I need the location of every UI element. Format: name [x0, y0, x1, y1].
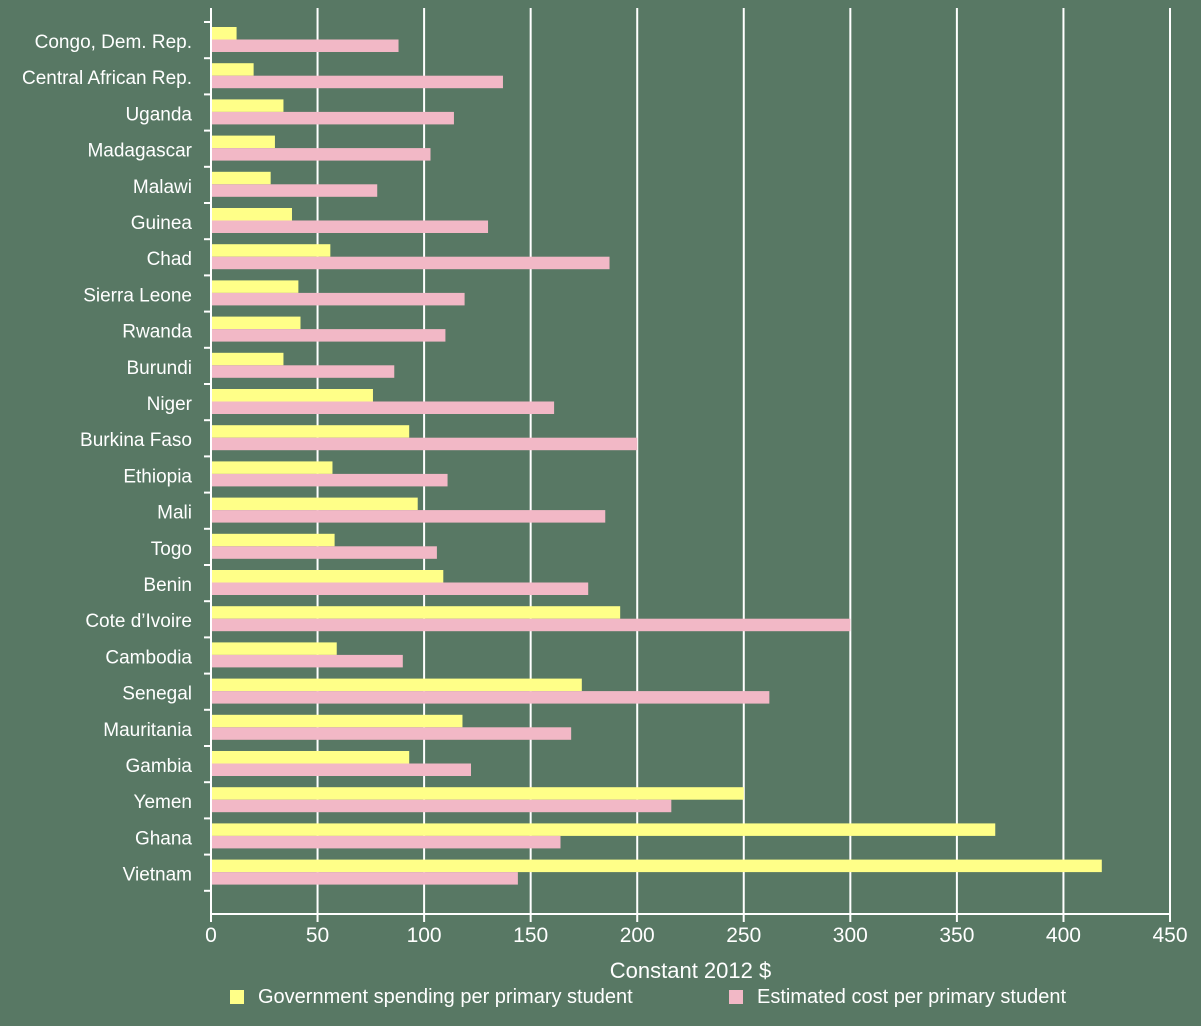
bar-estimated: [212, 329, 446, 342]
legend-swatch-government: [230, 990, 244, 1004]
bar-government: [212, 751, 410, 764]
bar-government: [212, 606, 621, 619]
x-tick-label: 450: [1152, 924, 1187, 947]
category-label: Guinea: [131, 213, 193, 234]
bars: [212, 27, 1102, 885]
category-label: Ghana: [135, 828, 192, 849]
bar-estimated: [212, 546, 437, 559]
x-axis-title: Constant 2012 $: [610, 958, 771, 983]
bar-government: [212, 533, 335, 547]
category-label: Ethiopia: [123, 466, 192, 487]
bar-government: [212, 570, 444, 583]
bar-estimated: [212, 654, 403, 668]
bar-estimated: [212, 75, 503, 89]
legend-label-estimated: Estimated cost per primary student: [757, 986, 1066, 1008]
bar-estimated: [212, 148, 431, 161]
bar-government: [212, 244, 331, 257]
bar-estimated: [212, 799, 672, 813]
category-label: Mali: [157, 503, 192, 524]
category-label: Togo: [151, 539, 192, 560]
bar-government: [212, 678, 582, 692]
bar-government: [212, 27, 237, 40]
x-tick-label: 0: [205, 924, 217, 947]
bar-estimated: [212, 292, 465, 306]
bar-estimated: [212, 39, 399, 52]
bar-estimated: [212, 111, 454, 125]
x-tick-label: 50: [306, 924, 329, 947]
bar-estimated: [212, 763, 471, 776]
x-tick-label: 250: [726, 924, 761, 947]
bar-government: [212, 352, 284, 366]
bar-estimated: [212, 365, 395, 378]
x-tick-label: 100: [407, 924, 442, 947]
bar-estimated: [212, 727, 572, 740]
bar-government: [212, 99, 284, 112]
x-tick-label: 350: [939, 924, 974, 947]
bar-estimated: [212, 401, 555, 414]
bar-estimated: [212, 691, 770, 704]
bar-government: [212, 171, 271, 185]
category-label: Mauritania: [103, 720, 192, 741]
x-tick-label: 150: [513, 924, 548, 947]
category-label: Rwanda: [122, 322, 192, 343]
bar-government: [212, 642, 337, 655]
bar-estimated: [212, 618, 851, 632]
category-label: Chad: [147, 249, 192, 270]
category-label: Malawi: [133, 177, 192, 198]
x-tick-label: 400: [1046, 924, 1081, 947]
bar-estimated: [212, 872, 518, 885]
category-label: Cambodia: [105, 647, 192, 668]
category-label: Burundi: [127, 358, 193, 379]
bar-government: [212, 714, 463, 728]
bar-estimated: [212, 510, 606, 523]
x-axis: 0 50 100 150 200 250 300 350 400 450: [205, 913, 1188, 947]
category-label: Yemen: [134, 792, 192, 813]
legend-label-government: Government spending per primary student: [258, 986, 633, 1008]
bar-government: [212, 859, 1102, 873]
bar-estimated: [212, 582, 589, 595]
category-label: Congo, Dem. Rep.: [35, 32, 192, 53]
category-label: Gambia: [125, 756, 192, 777]
bar-government: [212, 787, 744, 800]
legend: Government spending per primary student E…: [230, 986, 1066, 1008]
bar-estimated: [212, 184, 378, 197]
bar-estimated: [212, 437, 638, 451]
category-label: Senegal: [122, 684, 192, 705]
x-tick-label: 200: [620, 924, 655, 947]
category-label: Vietnam: [123, 865, 192, 886]
bar-estimated: [212, 473, 448, 487]
x-tick-label: 300: [833, 924, 868, 947]
bar-government: [212, 497, 418, 511]
category-label: Sierra Leone: [83, 285, 192, 306]
bar-government: [212, 461, 333, 474]
bar-estimated: [212, 835, 561, 849]
bar-government: [212, 135, 275, 149]
legend-swatch-estimated: [729, 990, 743, 1004]
bar-government: [212, 208, 292, 221]
category-label: Cote d’Ivoire: [85, 611, 192, 632]
bar-estimated: [212, 220, 489, 233]
bar-government: [212, 425, 410, 438]
bar-government: [212, 280, 299, 293]
category-label: Madagascar: [87, 141, 192, 162]
category-label: Central African Rep.: [22, 68, 192, 89]
bar-government: [212, 389, 373, 402]
category-label: Uganda: [125, 104, 192, 125]
bar-estimated: [212, 256, 610, 270]
category-label: Niger: [147, 394, 193, 415]
y-axis: Congo, Dem. Rep. Central African Rep. Ugan…: [22, 8, 212, 914]
gridlines: [316, 8, 1171, 914]
bar-government: [212, 63, 254, 76]
category-label: Burkina Faso: [80, 430, 192, 451]
bar-government: [212, 823, 996, 836]
bar-government: [212, 316, 301, 330]
category-label: Benin: [143, 575, 192, 596]
